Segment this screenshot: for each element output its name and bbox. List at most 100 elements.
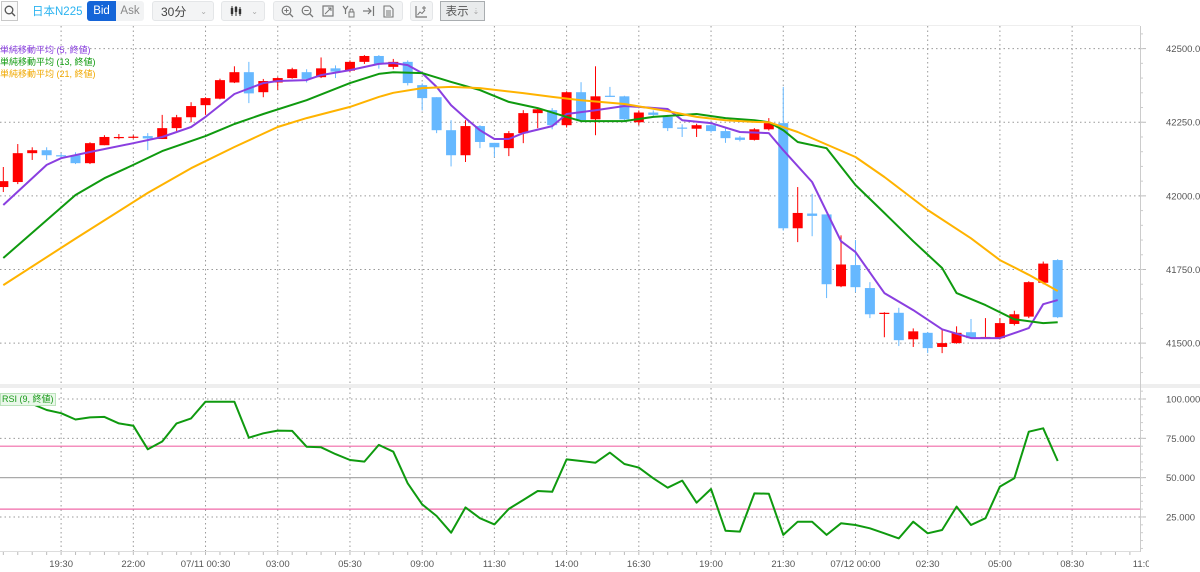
candle[interactable]	[84, 142, 95, 165]
candle[interactable]	[922, 331, 933, 354]
time-tick-label: 03:00	[266, 559, 290, 570]
legend-sma21[interactable]: 単純移動平均 (21, 終値)	[0, 68, 96, 80]
candle[interactable]	[893, 307, 904, 347]
candle[interactable]	[41, 147, 52, 160]
candle[interactable]	[128, 135, 139, 139]
rsi-panel[interactable]	[0, 398, 1140, 540]
chevron-down-icon: ⌄	[200, 6, 207, 16]
panel-divider[interactable]	[0, 384, 1200, 388]
view-dropdown[interactable]: 表示 ⇣	[440, 1, 485, 21]
candle[interactable]	[821, 214, 832, 299]
candle[interactable]	[142, 133, 153, 151]
candle[interactable]	[503, 131, 514, 157]
candle-body	[359, 55, 370, 62]
candle[interactable]	[489, 142, 500, 157]
candle[interactable]	[850, 240, 861, 293]
candle[interactable]	[937, 329, 948, 354]
candle[interactable]	[243, 61, 254, 104]
candle[interactable]	[807, 193, 818, 237]
candle[interactable]	[966, 318, 977, 339]
candle[interactable]	[460, 120, 471, 163]
candle[interactable]	[879, 312, 890, 338]
candle[interactable]	[200, 97, 211, 115]
candle[interactable]	[532, 108, 543, 129]
candle[interactable]	[677, 124, 688, 137]
time-tick-label: 14:00	[555, 559, 579, 570]
candle[interactable]	[272, 77, 283, 90]
candle[interactable]	[359, 55, 370, 64]
chart-type-dropdown[interactable]: ⌄	[221, 1, 265, 21]
candle[interactable]	[214, 78, 225, 100]
zoom-out-button[interactable]	[299, 3, 315, 19]
candle[interactable]	[792, 187, 803, 243]
candle[interactable]	[734, 136, 745, 142]
time-tick-label: 05:00	[988, 559, 1012, 570]
candle[interactable]	[1038, 261, 1049, 285]
candle[interactable]	[619, 95, 630, 121]
candle[interactable]	[604, 86, 615, 97]
bid-button[interactable]: Bid	[87, 1, 116, 21]
candle-body	[1052, 260, 1063, 318]
candle[interactable]	[662, 114, 673, 132]
candle[interactable]	[763, 118, 774, 131]
candle[interactable]	[691, 123, 702, 137]
candle-body	[301, 72, 312, 79]
candle[interactable]	[431, 97, 442, 134]
candle[interactable]	[27, 147, 38, 160]
candle[interactable]	[864, 282, 875, 319]
search-button[interactable]	[1, 1, 18, 21]
candle[interactable]	[99, 135, 110, 146]
candle[interactable]	[706, 123, 717, 133]
candle[interactable]	[287, 67, 298, 79]
candle[interactable]	[908, 328, 919, 347]
candle-body	[706, 125, 717, 132]
jump-to-latest-button[interactable]	[360, 3, 376, 19]
candle[interactable]	[561, 91, 572, 128]
candle[interactable]	[836, 235, 847, 288]
candle[interactable]	[12, 144, 23, 185]
candle[interactable]	[113, 134, 124, 140]
candle[interactable]	[157, 114, 168, 140]
candle[interactable]	[474, 125, 485, 149]
candle[interactable]	[994, 318, 1005, 340]
candle[interactable]	[720, 128, 731, 143]
candle[interactable]	[0, 167, 9, 193]
candle[interactable]	[1052, 259, 1063, 319]
time-axis[interactable]: 19:30 22:00 07/11 00:30 03:00 05:30 09:00 11:3…	[49, 559, 1156, 570]
candle[interactable]	[229, 66, 240, 84]
interval-dropdown[interactable]: 30分 ⌄	[152, 1, 214, 21]
candle[interactable]	[778, 86, 789, 231]
candle[interactable]	[171, 114, 182, 132]
candle[interactable]	[749, 128, 760, 141]
candle[interactable]	[1023, 281, 1034, 319]
fit-screen-button[interactable]	[320, 3, 336, 19]
add-indicator-button[interactable]	[410, 1, 433, 21]
candle[interactable]	[951, 326, 962, 344]
candle[interactable]	[373, 55, 384, 69]
price-panel[interactable]	[0, 55, 1063, 354]
price-tick-label: 42000.0	[1166, 191, 1200, 202]
candle[interactable]	[648, 110, 659, 117]
symbol-name[interactable]: 日本N225	[32, 6, 83, 18]
candle[interactable]	[980, 318, 991, 339]
jump-to-latest-icon	[362, 6, 375, 16]
candle[interactable]	[258, 78, 269, 98]
candle[interactable]	[633, 110, 644, 126]
ask-button[interactable]: Ask	[116, 1, 144, 21]
legend-sma13[interactable]: 単純移動平均 (13, 終値)	[0, 56, 96, 68]
rsi-legend[interactable]: RSI (9, 終値)	[0, 393, 56, 406]
candle-body	[12, 153, 23, 183]
candle-body	[446, 130, 457, 156]
candle[interactable]	[518, 110, 529, 144]
y-axis-lock-button[interactable]	[340, 3, 356, 19]
candle[interactable]	[446, 120, 457, 167]
candle[interactable]	[186, 102, 197, 123]
time-tick-label: 16:30	[627, 559, 651, 570]
zoom-in-button[interactable]	[279, 3, 295, 19]
candle[interactable]	[388, 58, 399, 70]
legend-sma5[interactable]: 単純移動平均 (5, 終値)	[0, 44, 91, 56]
candle-body	[576, 92, 587, 121]
document-button[interactable]	[381, 3, 397, 19]
rsi-line	[3, 398, 1059, 540]
